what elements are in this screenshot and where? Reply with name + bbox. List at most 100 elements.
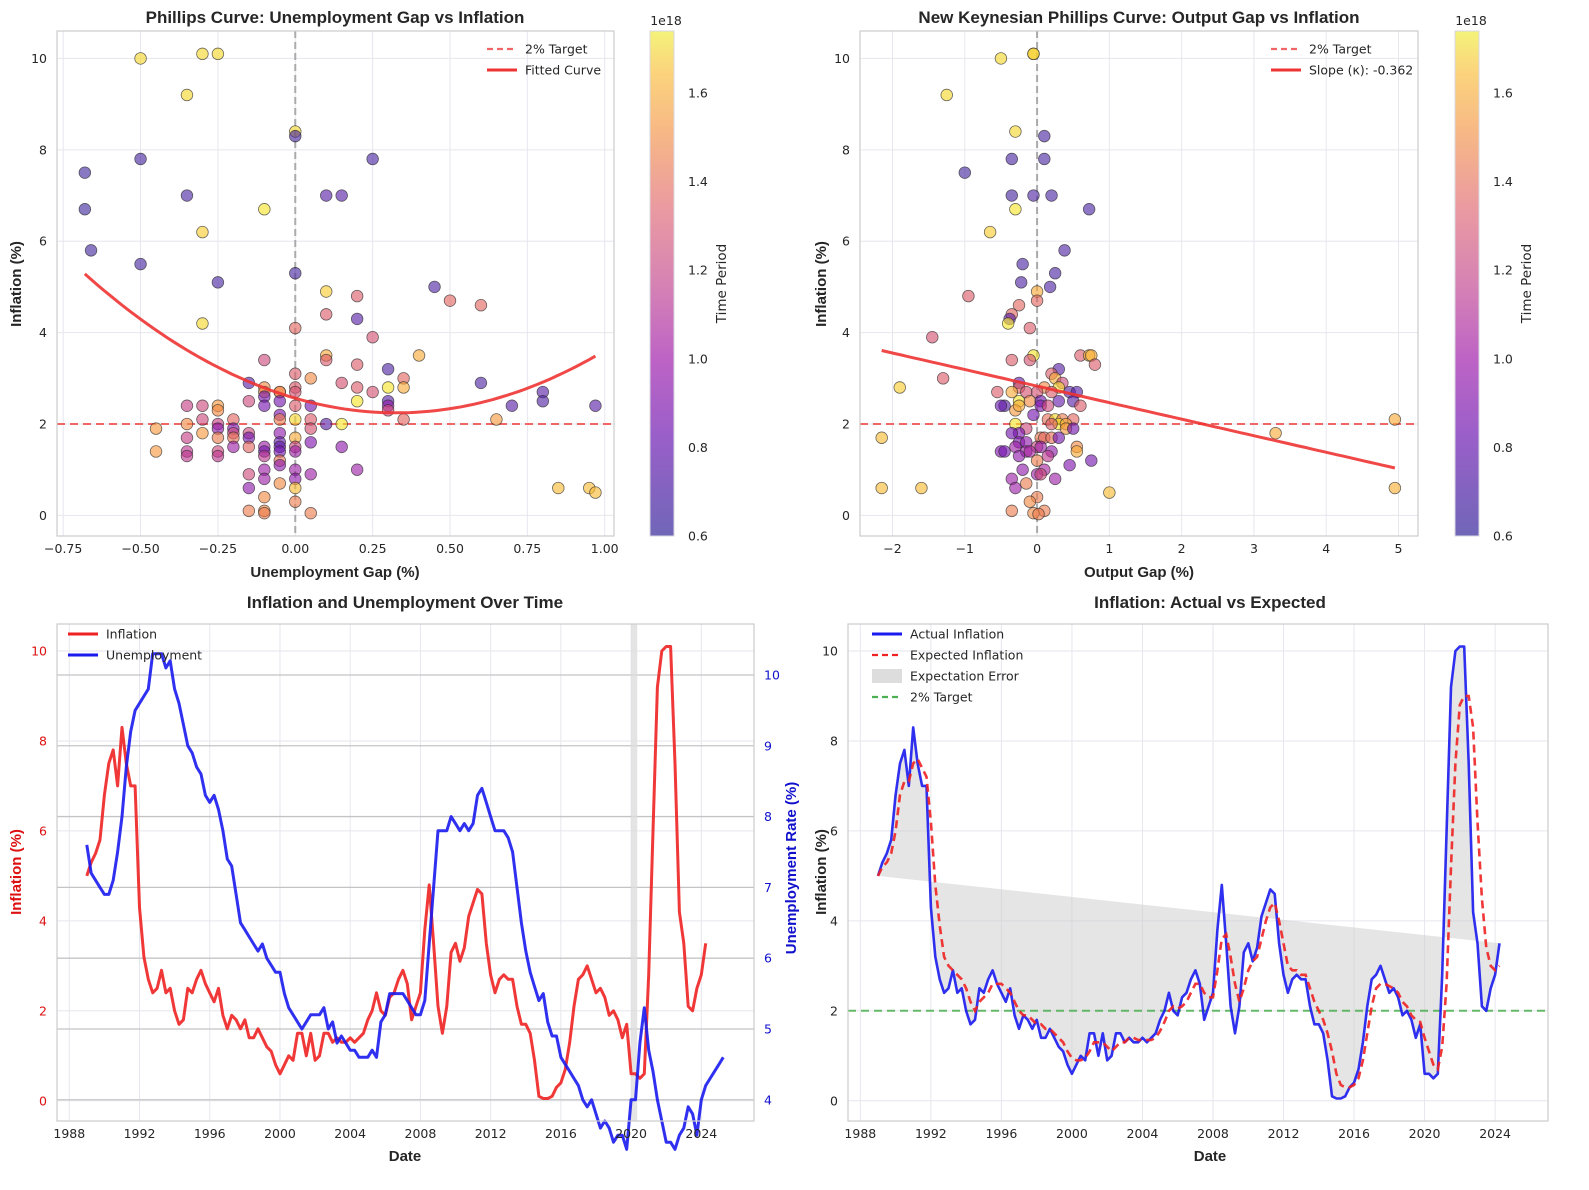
y-tick-label: 6 bbox=[830, 823, 838, 838]
scatter-point bbox=[1388, 481, 1402, 495]
y-tick-label: 6 bbox=[39, 234, 47, 249]
series-line-expected-inflation bbox=[876, 694, 1501, 1089]
scatter-point bbox=[1045, 417, 1058, 431]
scatter-point bbox=[289, 481, 302, 495]
scatter-point bbox=[1067, 422, 1080, 435]
scatter-point bbox=[381, 381, 395, 394]
y-axis-label-right: Unemployment Rate (%) bbox=[783, 782, 800, 955]
scatter-point bbox=[1005, 385, 1018, 399]
y-tick-label: 4 bbox=[842, 325, 850, 340]
scatter-point bbox=[490, 413, 503, 426]
y-axis-label: Inflation (%) bbox=[813, 829, 830, 915]
panel-expectations: Inflation: Actual vs Expected 1988 1992 19… bbox=[813, 593, 1549, 1165]
y-tick-label: 2 bbox=[39, 1003, 47, 1018]
scatter-point bbox=[1082, 203, 1096, 216]
legend-item: Inflation bbox=[68, 627, 157, 642]
legend-label: Unemployment bbox=[106, 648, 202, 663]
plot-frame bbox=[859, 30, 1419, 537]
colorbar: 0.6 0.8 1.0 1.2 1.4 1.6 1e18 Time Period bbox=[1454, 13, 1535, 544]
scatter-point bbox=[180, 189, 194, 202]
scatter-point bbox=[78, 203, 92, 216]
scatter-point bbox=[381, 404, 395, 417]
scatter-point bbox=[1074, 399, 1087, 412]
scatter-point bbox=[1023, 321, 1037, 335]
scatter-point bbox=[381, 362, 395, 376]
colorbar-offset-label: 1e18 bbox=[650, 13, 682, 28]
scatter-point bbox=[180, 88, 194, 102]
scatter-point bbox=[78, 166, 92, 179]
scatter-point bbox=[289, 267, 302, 280]
scatter-point bbox=[289, 413, 302, 426]
scatter-point bbox=[1052, 431, 1065, 444]
y-tick-label: 6 bbox=[842, 234, 850, 249]
scatter-point bbox=[1085, 454, 1098, 467]
colorbar-gradient bbox=[1454, 30, 1480, 537]
scatter-point bbox=[134, 257, 147, 271]
x-tick-label: 1 bbox=[1105, 541, 1113, 556]
x-tick-label: 3 bbox=[1250, 541, 1258, 556]
colorbar-tick-label: 1.6 bbox=[688, 86, 708, 101]
scatter-point bbox=[552, 481, 565, 495]
scatter-point bbox=[273, 477, 287, 490]
y-tick-label: 8 bbox=[842, 142, 850, 157]
scatter-point bbox=[1388, 413, 1402, 426]
scatter-point bbox=[350, 289, 364, 303]
scatter-point bbox=[1005, 504, 1018, 518]
colorbar-tick-label: 1.2 bbox=[688, 263, 708, 278]
scatter-point bbox=[180, 431, 194, 444]
x-tick-label: 1988 bbox=[844, 1126, 876, 1141]
x-axis-label: Output Gap (%) bbox=[1084, 564, 1194, 581]
scatter-point bbox=[589, 399, 602, 412]
legend-item: 2% Target bbox=[872, 690, 973, 705]
x-tick-label: 0.50 bbox=[436, 541, 464, 556]
scatter-point bbox=[320, 308, 333, 321]
scatter-point bbox=[958, 166, 972, 179]
scatter-point bbox=[350, 358, 364, 371]
y-tick-label: 10 bbox=[31, 643, 47, 658]
y-tick-label: 2 bbox=[842, 417, 850, 432]
scatter-point bbox=[1023, 394, 1037, 408]
x-tick-label: 1992 bbox=[124, 1126, 156, 1141]
scatter-point bbox=[258, 449, 271, 463]
legend-swatch-fill bbox=[872, 669, 902, 683]
scatter-point bbox=[1043, 280, 1057, 294]
scatter-point bbox=[196, 317, 209, 330]
colorbar-tick-label: 1.0 bbox=[1493, 351, 1513, 366]
x-axis-label: Date bbox=[389, 1148, 422, 1165]
scatter-point bbox=[428, 280, 441, 294]
scatter-point bbox=[180, 417, 194, 431]
x-tick-label: −0.50 bbox=[121, 541, 159, 556]
scatter-point bbox=[320, 353, 333, 367]
scatter-point bbox=[1048, 267, 1062, 280]
scatter-point bbox=[1012, 299, 1026, 312]
chart-title: Inflation: Actual vs Expected bbox=[1094, 593, 1326, 612]
y-tick-label: 8 bbox=[39, 142, 47, 157]
colorbar-tick-label: 0.6 bbox=[1493, 529, 1513, 544]
fitted-line bbox=[83, 272, 597, 415]
plot-frame bbox=[847, 623, 1549, 1122]
x-tick-label: 2004 bbox=[1127, 1126, 1159, 1141]
scatter-point bbox=[1009, 125, 1022, 138]
scatter-point bbox=[1005, 189, 1018, 202]
y-axis-label: Inflation (%) bbox=[8, 241, 25, 327]
scatter-point bbox=[1058, 244, 1071, 257]
scatter-point bbox=[1027, 47, 1040, 61]
scatter-point bbox=[335, 376, 348, 390]
x-tick-label: 1992 bbox=[915, 1126, 947, 1141]
scatter-point bbox=[1012, 399, 1026, 412]
scatter-point bbox=[366, 385, 379, 399]
scatter-point bbox=[1052, 394, 1065, 408]
scatter-point bbox=[335, 189, 348, 202]
scatter-point bbox=[893, 381, 906, 394]
x-tick-label: 2 bbox=[1178, 541, 1186, 556]
scatter-point bbox=[304, 422, 317, 435]
x-tick-label: −2 bbox=[883, 541, 901, 556]
scatter-point bbox=[1005, 353, 1018, 367]
scatter-point bbox=[1038, 152, 1051, 166]
x-tick-label: 5 bbox=[1395, 541, 1403, 556]
y-tick-label: 8 bbox=[830, 733, 838, 748]
legend: 2% Target Fitted Curve bbox=[487, 42, 601, 78]
scatter-point bbox=[991, 385, 1004, 399]
scatter-point bbox=[350, 312, 364, 326]
series-line-actual-inflation bbox=[876, 645, 1501, 1100]
